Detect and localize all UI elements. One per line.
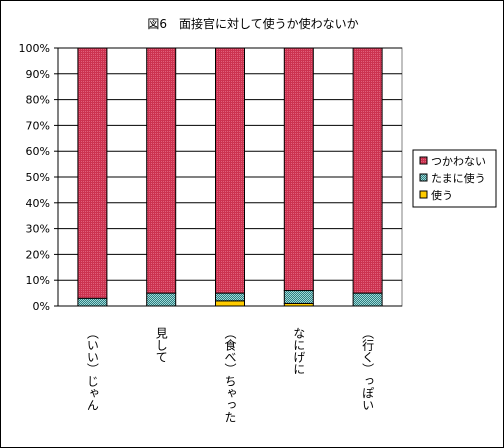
y-tick-label: 100% (19, 42, 50, 55)
bar-segment (77, 297, 108, 307)
bar-segment (352, 292, 383, 307)
bar-segment (215, 300, 245, 307)
y-tick-label: 90% (26, 68, 50, 81)
legend-swatch (419, 156, 428, 165)
y-tick-label: 60% (26, 145, 50, 158)
bar-segment (146, 47, 177, 294)
x-tick-label: なにげに (292, 327, 306, 375)
y-axis: 0% 10% 20% 30% 40% 50% 60% 70% 80% 90% 100% (19, 42, 59, 313)
y-tick-label: 40% (26, 197, 50, 210)
x-tick-label: 見して (154, 327, 168, 363)
x-tick-label: （いい）じゃん (85, 327, 99, 411)
y-tick-label: 50% (26, 171, 50, 184)
bar-segment (283, 290, 314, 304)
bar-segment (215, 47, 245, 294)
x-axis-labels: （いい）じゃん 見して （食べ）ちゃった なにげに （行く）っぽい (85, 327, 374, 423)
legend-label: たまに使う (431, 172, 486, 185)
x-tick-label: （行く）っぽい (361, 327, 375, 411)
bar-segment (283, 47, 314, 292)
y-tick-label: 0% (33, 300, 50, 313)
y-tick-label: 30% (26, 223, 50, 236)
y-tick-label: 10% (26, 274, 50, 287)
bar-segment (146, 292, 177, 307)
legend-label: 使う (431, 189, 453, 202)
bar-segment (215, 292, 245, 302)
chart-title: 図6 面接官に対して使うか使わないか (147, 16, 358, 31)
legend-swatch (419, 190, 428, 199)
legend-label: つかわない (431, 155, 486, 168)
x-tick-label: （食べ）ちゃった (223, 327, 237, 423)
bar-segment (352, 47, 383, 294)
y-tick-label: 20% (26, 248, 50, 261)
bars (77, 47, 383, 307)
legend-swatch (419, 173, 428, 182)
bar-segment (77, 47, 108, 299)
y-tick-label: 80% (26, 94, 50, 107)
y-tick-label: 70% (26, 119, 50, 132)
